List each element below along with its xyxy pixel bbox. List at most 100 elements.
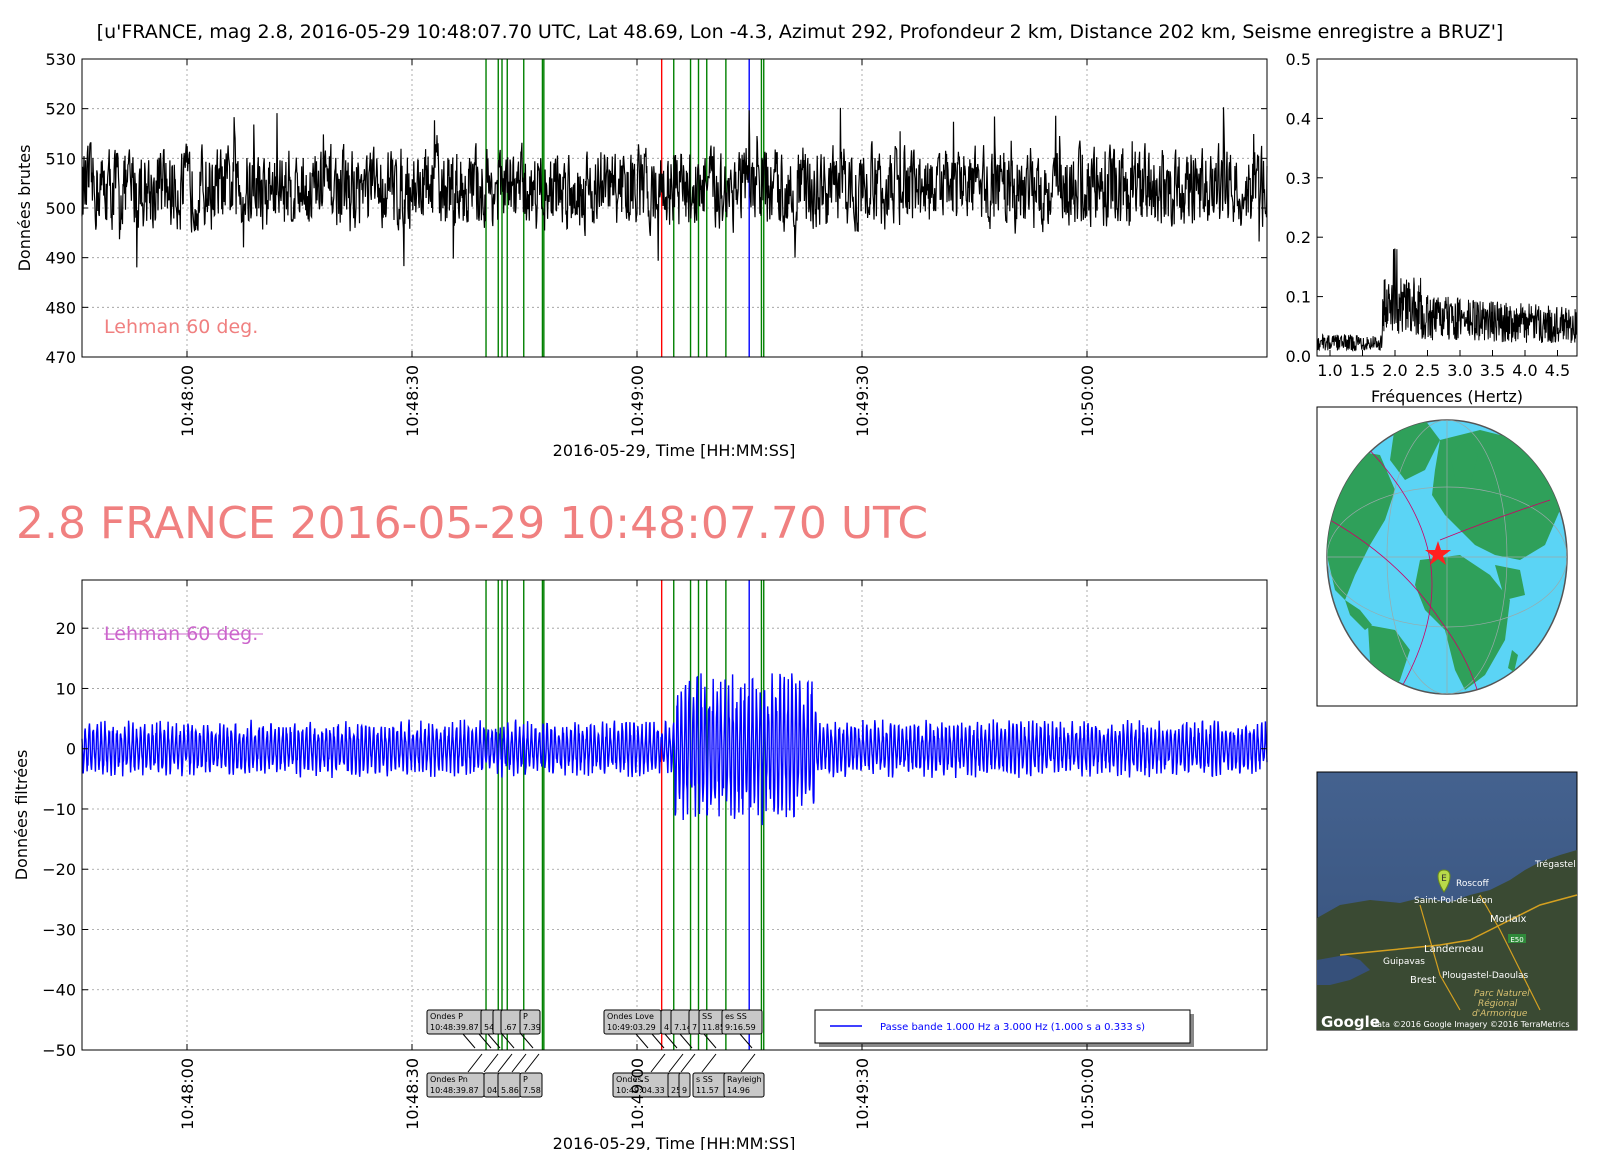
raw-xtick-label: 10:49:00 bbox=[628, 365, 647, 437]
filtered-ytick-label: 20 bbox=[56, 619, 76, 638]
map-label-parc-1: Parc Naturel bbox=[1474, 989, 1530, 999]
raw-xlabel: 2016-05-29, Time [HH:MM:SS] bbox=[553, 441, 796, 460]
phase-arrow bbox=[668, 1053, 684, 1073]
spectrum-y-ticks: 0.0 0.1 0.2 0.3 0.4 0.5 bbox=[1286, 50, 1577, 366]
phase-label-time: 7 bbox=[692, 1023, 697, 1032]
filtered-ytick-label: −40 bbox=[42, 981, 76, 1000]
map-label-roscoff: Roscoff bbox=[1456, 879, 1489, 889]
spectrum-ytick-label: 0.1 bbox=[1286, 288, 1311, 307]
filtered-ytick-label: −20 bbox=[42, 860, 76, 879]
filtered-plot-frame bbox=[81, 579, 1268, 1051]
phase-arrow bbox=[651, 1033, 665, 1049]
phase-label-rect bbox=[678, 1072, 691, 1098]
phase-label-box: Rayleigh 14.96 bbox=[723, 1072, 765, 1098]
phase-label-time: 10:49:03.29 bbox=[607, 1023, 656, 1032]
legend-box: Passe bande 1.000 Hz a 3.000 Hz (1.000 s… bbox=[814, 1009, 1194, 1047]
phase-label-box: P 7.39 bbox=[519, 1009, 541, 1035]
phase-arrow bbox=[524, 1053, 540, 1073]
raw-xtick-label: 10:49:30 bbox=[853, 365, 872, 437]
map-label-morlaix: Morlaix bbox=[1490, 914, 1527, 925]
phase-label-time: 9:16.59 bbox=[725, 1023, 756, 1032]
map-label-parc-2: Régional bbox=[1478, 998, 1518, 1009]
phase-label-name: Ondes Pn bbox=[430, 1075, 468, 1084]
filtered-trace bbox=[81, 673, 1268, 826]
map-attribution: data ©2016 Google Imagery ©2016 TerraMet… bbox=[1372, 1020, 1570, 1029]
phase-label-box: 7.14 bbox=[670, 1009, 692, 1035]
map-road-3 bbox=[1479, 894, 1541, 1011]
filtered-data-panel: Lehman 60 deg. Ondes P10:48:39.8754.9.67… bbox=[12, 579, 1268, 1150]
raw-data-panel: Lehman 60 deg. 470 480 490 500 510 520 530 10:… bbox=[15, 50, 1268, 460]
map-label-brest: Brest bbox=[1410, 975, 1436, 986]
spectrum-ytick-label: 0.3 bbox=[1286, 169, 1311, 188]
raw-y-ticks: 470 480 490 500 510 520 530 bbox=[45, 50, 1267, 367]
legend-label: Passe bande 1.000 Hz a 3.000 Hz (1.000 s… bbox=[880, 1022, 1145, 1033]
spectrum-xtick-label: 1.5 bbox=[1350, 361, 1375, 380]
phase-arrow bbox=[650, 1053, 666, 1073]
phase-label-name: Ondes Love bbox=[607, 1012, 654, 1021]
phase-label-box: SS 11.85 bbox=[698, 1009, 725, 1035]
phase-label-time: .67 bbox=[504, 1023, 517, 1032]
phase-label-name: Rayleigh bbox=[727, 1075, 762, 1084]
globe-land bbox=[1327, 420, 1567, 694]
phase-label-time: 10:48:39.87 bbox=[430, 1086, 479, 1095]
phase-arrow bbox=[703, 1033, 717, 1049]
phase-label-time: 9 bbox=[682, 1086, 687, 1095]
map-label-landerneau: Landerneau bbox=[1424, 944, 1483, 955]
filtered-xtick-label: 10:48:30 bbox=[403, 1058, 422, 1130]
map-road-2 bbox=[1419, 904, 1461, 1011]
phase-label-rect bbox=[721, 1009, 763, 1035]
phase-arrow bbox=[487, 1033, 501, 1049]
google-logo: Google bbox=[1321, 1013, 1380, 1031]
filtered-xtick-label: 10:49:00 bbox=[628, 1058, 647, 1130]
phase-label-time: 11.57 bbox=[696, 1086, 719, 1095]
phase-label-name: P bbox=[523, 1075, 528, 1084]
map-label-plougastel: Plougastel-Daoulas bbox=[1442, 971, 1529, 981]
raw-ytick-label: 470 bbox=[45, 348, 76, 367]
filtered-ytick-label: −10 bbox=[42, 800, 76, 819]
phase-label-time: 10:49:04.33 bbox=[616, 1086, 665, 1095]
phase-arrow bbox=[635, 1033, 649, 1049]
phase-label-box: es SS 9:16.59 bbox=[721, 1009, 763, 1035]
spectrum-ytick-label: 0.0 bbox=[1286, 347, 1311, 366]
phase-label-time: 7.39 bbox=[523, 1023, 541, 1032]
spectrum-x-ticks: 1.0 1.5 2.0 2.5 3.0 3.5 4.0 4.5 bbox=[1317, 350, 1570, 380]
phase-arrow bbox=[483, 1053, 499, 1073]
phase-label-name: Ondes S bbox=[616, 1075, 649, 1084]
phase-label-time: 5.86 bbox=[501, 1086, 519, 1095]
raw-ytick-label: 520 bbox=[45, 100, 76, 119]
phase-label-box: s SS 11.57 bbox=[692, 1072, 727, 1098]
spectrum-xtick-label: 1.0 bbox=[1317, 361, 1342, 380]
phase-label-rect bbox=[519, 1072, 543, 1098]
phase-label-rect bbox=[723, 1072, 765, 1098]
raw-x-ticks: 10:48:00 10:48:30 10:49:00 10:49:30 10:50:00 bbox=[178, 59, 1097, 437]
phase-arrow bbox=[501, 1033, 515, 1049]
phase-label-time: 7.14 bbox=[674, 1023, 692, 1032]
phase-label-box: Ondes Love 10:49:03.29 bbox=[603, 1009, 662, 1035]
map-road bbox=[1339, 894, 1578, 956]
raw-ylabel: Données brutes bbox=[15, 145, 34, 272]
raw-ytick-label: 480 bbox=[45, 298, 76, 317]
map-land bbox=[1317, 850, 1577, 1030]
phase-label-name: P bbox=[523, 1012, 528, 1021]
spectrum-xtick-label: 3.0 bbox=[1447, 361, 1472, 380]
phase-label-box: 4 bbox=[660, 1009, 673, 1035]
phase-label-time: 04 bbox=[487, 1086, 497, 1095]
phase-label-box: Ondes Pn 10:48:39.87 bbox=[426, 1072, 485, 1098]
spectrum-xlabel: Fréquences (Hertz) bbox=[1371, 387, 1523, 406]
map-e50-shield bbox=[1508, 934, 1526, 943]
phase-arrow bbox=[701, 1053, 717, 1073]
spectrum-xtick-label: 4.0 bbox=[1512, 361, 1537, 380]
spectrum-xtick-label: 3.5 bbox=[1480, 361, 1505, 380]
phase-label-box: P 7.58 bbox=[519, 1072, 543, 1098]
filtered-xtick-label: 10:49:30 bbox=[853, 1058, 872, 1130]
phase-label-time: 4 bbox=[664, 1023, 669, 1032]
raw-ytick-label: 490 bbox=[45, 249, 76, 268]
phase-arrow bbox=[739, 1033, 753, 1049]
spectrum-ytick-label: 0.5 bbox=[1286, 50, 1311, 69]
map-inset: E Trégastel Roscoff Saint-Pol-de-Léon Mo… bbox=[1316, 771, 1578, 1031]
raw-ytick-label: 530 bbox=[45, 50, 76, 69]
phase-arrow bbox=[520, 1033, 534, 1049]
phase-labels-bottom: Ondes Pn 10:48:39.87 04 5.86 P 7.58 Ondes S 10:… bbox=[426, 1053, 765, 1098]
filtered-ytick-label: −50 bbox=[42, 1041, 76, 1060]
